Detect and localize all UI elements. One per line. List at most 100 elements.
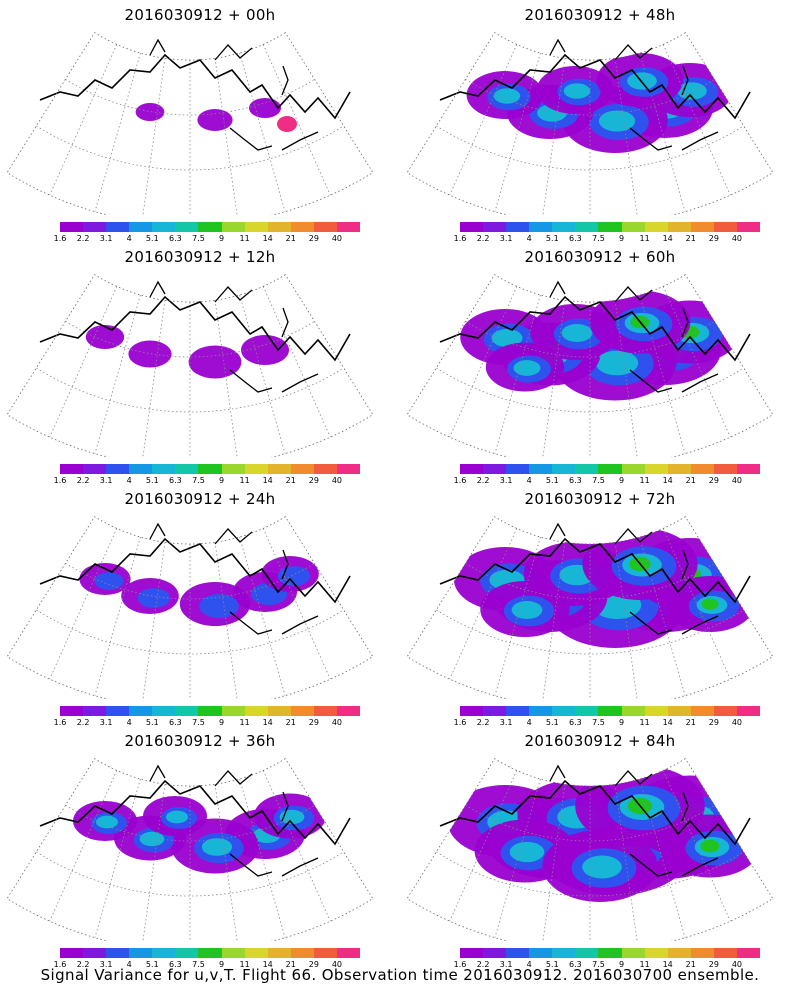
colorbar-swatch — [552, 222, 576, 232]
variance-blob — [241, 335, 289, 365]
colorbar-tick-label: 4 — [126, 960, 132, 969]
colorbar-swatch — [552, 948, 576, 958]
colorbar-tick-label: 7.5 — [592, 476, 605, 485]
panel-title: 2016030912 + 72h — [524, 490, 676, 508]
colorbar-swatch — [221, 948, 245, 958]
colorbar-tick-label: 4 — [526, 234, 532, 243]
forecast-panel: 2016030912 + 00h 1.6 2.2 3.1 4 5.1 6.3 7.5 9 11 14… — [0, 0, 400, 245]
panel-title: 2016030912 + 48h — [524, 6, 676, 24]
colorbar-labels: 1.6 2.2 3.1 4 5.1 6.3 7.5 9 11 14 21 29 40 — [454, 960, 760, 970]
colorbar-labels: 1.6 2.2 3.1 4 5.1 6.3 7.5 9 11 14 21 29 40 — [54, 476, 360, 486]
colorbar-tick-label: 1.6 — [453, 476, 467, 485]
colorbar-tick-label: 40 — [331, 476, 343, 485]
colorbar-labels: 1.6 2.2 3.1 4 5.1 6.3 7.5 9 11 14 21 29 40 — [54, 960, 360, 970]
colorbar-swatch — [575, 948, 599, 958]
colorbar-swatch — [313, 464, 337, 474]
colorbar-tick-label: 2.2 — [476, 718, 490, 727]
colorbar-swatch — [736, 948, 761, 958]
colorbar-tick-label: 9 — [218, 476, 225, 485]
colorbar-tick-label: 6.3 — [569, 476, 582, 485]
colorbar-swatch — [336, 222, 361, 232]
colorbar-swatch — [244, 706, 268, 716]
colorbar-tick-label: 2.2 — [76, 476, 90, 485]
forecast-panel: 2016030912 + 84h 1.6 2.2 3.1 4 5.1 6.3 7.5 9 11 14… — [400, 726, 800, 971]
colorbar-swatch — [621, 948, 645, 958]
colorbar-swatch — [690, 222, 714, 232]
colorbar-tick-label: 3.1 — [499, 476, 513, 485]
colorbar-swatch — [506, 706, 530, 716]
panel-title: 2016030912 + 36h — [124, 732, 276, 750]
colorbar-tick-label: 5.1 — [145, 960, 159, 969]
colorbar-swatch — [129, 948, 153, 958]
colorbar-swatch — [713, 222, 737, 232]
colorbar-swatch — [529, 706, 553, 716]
colorbar-swatch — [175, 222, 199, 232]
variance-map — [6, 274, 374, 457]
variance-map — [6, 516, 374, 699]
colorbar-tick-label: 14 — [662, 960, 673, 969]
colorbar-swatch — [267, 222, 291, 232]
colorbar-tick-label: 7.5 — [592, 234, 605, 243]
colorbar-swatch — [667, 948, 691, 958]
colorbar-swatch — [598, 464, 622, 474]
colorbar-tick-label: 4 — [526, 476, 532, 485]
colorbar-tick-label: 14 — [662, 234, 673, 243]
colorbar-swatch — [106, 464, 130, 474]
colorbar-swatch — [506, 464, 530, 474]
colorbar-swatch — [60, 464, 84, 474]
colorbar-swatch — [460, 464, 484, 474]
colorbar-tick-label: 6.3 — [169, 476, 182, 485]
colorbar-swatch — [83, 222, 107, 232]
colorbar-swatch — [529, 222, 553, 232]
colorbar-tick-label: 6.3 — [169, 960, 182, 969]
colorbar-swatch — [129, 222, 153, 232]
colorbar-labels: 1.6 2.2 3.1 4 5.1 6.3 7.5 9 11 14 21 29 40 — [54, 234, 360, 244]
colorbar-tick-label: 4 — [126, 718, 132, 727]
colorbar-tick-label: 1.6 — [53, 234, 67, 243]
colorbar-tick-label: 3.1 — [499, 234, 513, 243]
colorbar-tick-label: 14 — [262, 960, 273, 969]
variance-map — [406, 274, 774, 457]
colorbar-tick-label: 11 — [239, 476, 250, 485]
colorbar-swatch — [267, 706, 291, 716]
colorbar-swatch — [313, 948, 337, 958]
variance-map — [406, 516, 774, 699]
coastline — [39, 779, 351, 846]
colorbar-swatch — [575, 464, 599, 474]
colorbar-swatch — [175, 948, 199, 958]
coastline — [439, 53, 751, 120]
colorbar-tick-label: 9 — [218, 234, 225, 243]
figure-caption: Signal Variance for u,v,T. Flight 66. Ob… — [40, 966, 760, 984]
colorbar-tick-label: 2.2 — [476, 234, 490, 243]
colorbar-swatch — [60, 948, 84, 958]
variance-blob — [128, 340, 172, 368]
colorbar — [460, 706, 761, 716]
colorbar-tick-label: 21 — [685, 476, 696, 485]
colorbar-swatch — [290, 222, 314, 232]
colorbar-swatch — [83, 464, 107, 474]
colorbar-swatch — [460, 706, 484, 716]
colorbar-swatch — [60, 706, 84, 716]
colorbar-tick-label: 9 — [218, 960, 225, 969]
colorbar-tick-label: 7.5 — [192, 476, 205, 485]
colorbar-tick-label: 5.1 — [545, 960, 559, 969]
colorbar-tick-label: 11 — [639, 234, 650, 243]
colorbar-tick-label: 7.5 — [192, 718, 205, 727]
colorbar-swatch — [598, 222, 622, 232]
colorbar — [60, 706, 361, 716]
colorbar-tick-label: 29 — [708, 476, 719, 485]
colorbar-tick-label: 29 — [708, 234, 719, 243]
colorbar-tick-label: 2.2 — [76, 960, 90, 969]
variance-map — [6, 758, 374, 941]
colorbar-tick-label: 1.6 — [53, 718, 67, 727]
colorbar-swatch — [736, 706, 761, 716]
colorbar-swatch — [598, 948, 622, 958]
colorbar-tick-label: 9 — [218, 718, 225, 727]
colorbar-swatch — [713, 706, 737, 716]
colorbar-swatch — [152, 222, 176, 232]
colorbar-tick-label: 7.5 — [592, 960, 605, 969]
colorbar-swatch — [690, 464, 714, 474]
colorbar-tick-label: 1.6 — [53, 960, 67, 969]
colorbar-swatch — [198, 464, 222, 474]
forecast-panel: 2016030912 + 72h 1.6 2.2 3.1 4 5.1 6.3 7.5 9 11 14… — [400, 484, 800, 729]
